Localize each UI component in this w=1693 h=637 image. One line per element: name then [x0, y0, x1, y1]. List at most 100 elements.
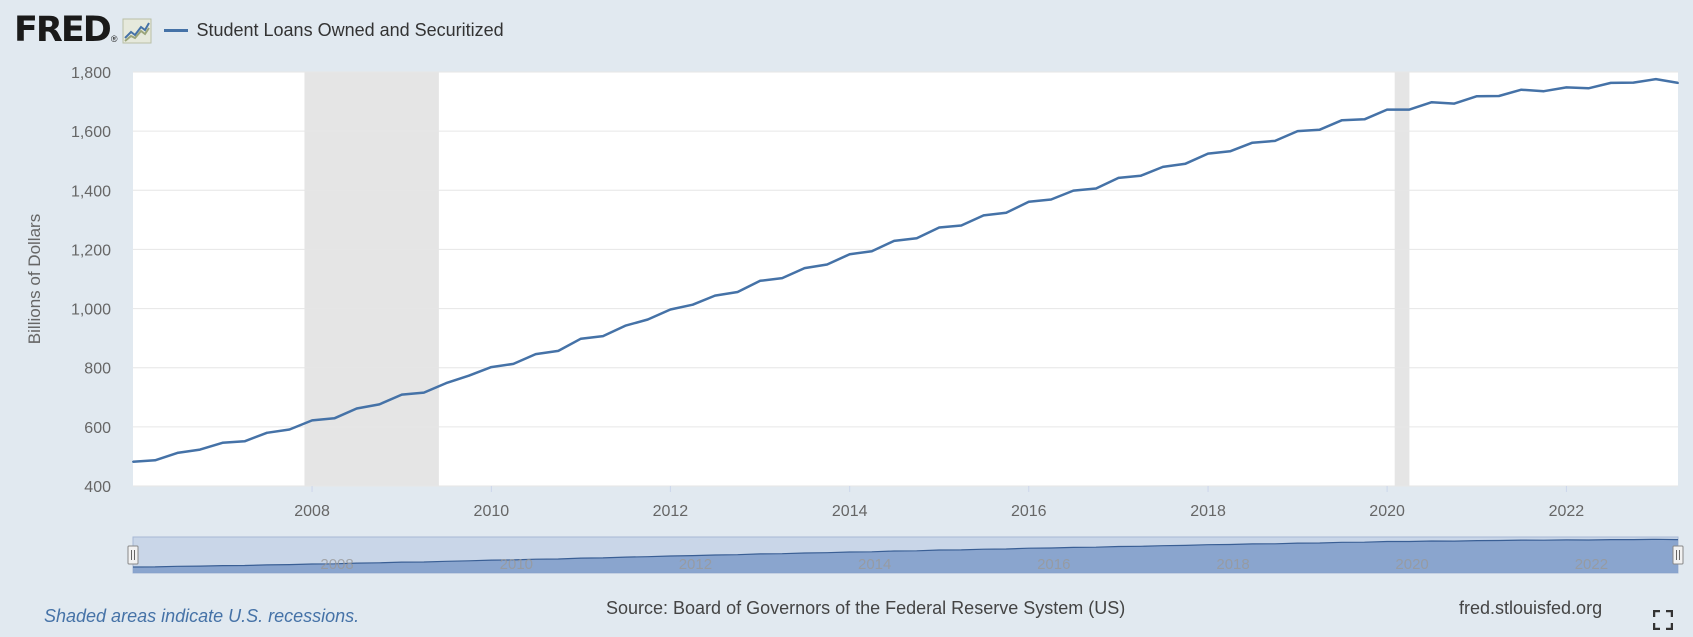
source-note: Source: Board of Governors of the Federa… — [606, 598, 1126, 618]
data-point — [154, 459, 157, 462]
data-point — [534, 353, 537, 356]
y-tick-label: 800 — [84, 361, 111, 378]
data-point — [1027, 200, 1030, 203]
data-point — [624, 324, 627, 327]
data-point — [960, 224, 963, 227]
chart-header: FRED ® Student Loans Owned and Securitiz… — [14, 10, 504, 50]
navigator-tick-label: 2020 — [1395, 556, 1428, 573]
y-axis: 400 600 800 1,000 1,200 1,400 1,600 1,800 — [71, 65, 111, 496]
data-point — [1161, 165, 1164, 168]
data-point — [714, 294, 717, 297]
data-point — [736, 291, 739, 294]
data-point — [132, 460, 134, 463]
x-axis: 2008 2010 2012 2014 2016 2018 2020 2022 — [294, 486, 1584, 520]
data-point — [288, 428, 291, 431]
data-point — [781, 277, 784, 280]
data-point — [669, 308, 672, 311]
data-point — [265, 431, 268, 434]
data-point — [848, 253, 851, 256]
data-point — [1229, 150, 1232, 153]
y-tick-label: 1,200 — [71, 242, 111, 259]
data-point — [467, 374, 470, 377]
data-point — [691, 303, 694, 306]
x-tick-label: 2018 — [1190, 503, 1226, 520]
navigator-tick-label: 2018 — [1216, 556, 1249, 573]
data-point — [1453, 102, 1456, 105]
y-tick-label: 1,600 — [71, 124, 111, 141]
data-point — [1542, 90, 1545, 93]
data-point — [915, 237, 918, 240]
x-tick-label: 2012 — [653, 503, 689, 520]
data-point — [803, 267, 806, 270]
data-point — [1677, 81, 1679, 84]
data-point — [1587, 87, 1590, 90]
navigator-tick-label: 2010 — [500, 556, 533, 573]
x-tick-label: 2020 — [1369, 503, 1405, 520]
data-point — [1654, 78, 1657, 81]
data-point — [1318, 128, 1321, 131]
series-layer — [132, 77, 1679, 464]
fred-logo-registered-mark: ® — [110, 34, 118, 44]
site-link[interactable]: fred.stlouisfed.org — [1459, 598, 1603, 618]
data-point — [1430, 101, 1433, 104]
data-point — [1251, 141, 1254, 144]
x-tick-label: 2010 — [474, 503, 510, 520]
data-point — [1005, 211, 1008, 214]
data-point — [1050, 198, 1053, 201]
data-point — [1072, 189, 1075, 192]
data-point — [333, 417, 336, 420]
navigator-left-handle[interactable] — [127, 545, 139, 565]
x-tick-label: 2022 — [1549, 503, 1585, 520]
data-point — [512, 362, 515, 365]
data-point — [221, 441, 224, 444]
y-tick-label: 600 — [84, 420, 111, 437]
data-point — [1632, 81, 1635, 84]
data-point — [982, 214, 985, 217]
navigator-tick-label: 2008 — [320, 556, 353, 573]
series-line — [132, 77, 1679, 464]
data-point — [1475, 95, 1478, 98]
navigator-right-handle[interactable] — [1672, 545, 1684, 565]
recession-note: Shaded areas indicate U.S. recessions. — [44, 606, 360, 626]
data-point — [1565, 86, 1568, 89]
data-point — [579, 337, 582, 340]
data-point — [355, 407, 358, 410]
data-point — [870, 250, 873, 253]
data-point — [646, 318, 649, 321]
data-point — [1363, 118, 1366, 121]
data-point — [1117, 176, 1120, 179]
data-point — [1340, 119, 1343, 122]
legend-series-label: Student Loans Owned and Securitized — [196, 19, 504, 40]
data-point — [1274, 139, 1277, 142]
data-point — [1184, 162, 1187, 165]
data-point — [1207, 152, 1210, 155]
data-point — [1408, 108, 1411, 111]
data-point — [1094, 187, 1097, 190]
data-point — [1296, 130, 1299, 133]
x-tick-label: 2016 — [1011, 503, 1047, 520]
data-point — [176, 451, 179, 454]
fred-logo[interactable]: FRED — [14, 10, 112, 50]
data-point — [1609, 81, 1612, 84]
data-point — [445, 382, 448, 385]
data-point — [759, 279, 762, 282]
navigator-tick-label: 2022 — [1575, 556, 1608, 573]
range-navigator[interactable]: 2008 2010 2012 2014 2016 2018 2020 2022 — [127, 536, 1684, 574]
y-axis-title: Billions of Dollars — [25, 214, 44, 344]
navigator-series-line — [132, 538, 1679, 568]
data-point — [422, 391, 425, 394]
navigator-tick-label: 2012 — [679, 556, 712, 573]
data-point — [1386, 108, 1389, 111]
navigator-series-area — [133, 539, 1678, 573]
chart-legend: Student Loans Owned and Securitized — [164, 19, 504, 41]
legend-series-line — [164, 28, 189, 32]
fullscreen-icon[interactable] — [1653, 610, 1673, 630]
data-point — [893, 239, 896, 242]
x-tick-label: 2014 — [832, 503, 868, 520]
data-point — [938, 226, 941, 229]
navigator-tick-label: 2016 — [1037, 556, 1070, 573]
data-point — [1497, 94, 1500, 97]
data-point — [378, 403, 381, 406]
recession-shading — [304, 72, 1410, 486]
